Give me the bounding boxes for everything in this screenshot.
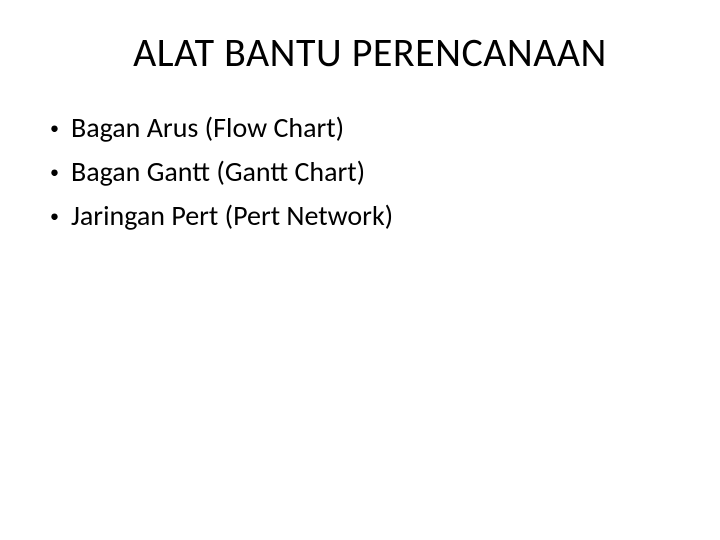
bullet-marker-icon: • (50, 153, 59, 191)
slide-container: ALAT BANTU PERENCANAAN • Bagan Arus (Flo… (0, 0, 720, 540)
bullet-text: Jaringan Pert (Pert Network) (71, 197, 393, 235)
list-item: • Bagan Arus (Flow Chart) (50, 109, 680, 147)
list-item: • Bagan Gantt (Gantt Chart) (50, 153, 680, 191)
list-item: • Jaringan Pert (Pert Network) (50, 197, 680, 235)
slide-title: ALAT BANTU PERENCANAAN (60, 28, 680, 77)
bullet-text: Bagan Arus (Flow Chart) (71, 109, 344, 147)
bullet-list: • Bagan Arus (Flow Chart) • Bagan Gantt … (40, 109, 680, 235)
bullet-text: Bagan Gantt (Gantt Chart) (71, 153, 365, 191)
bullet-marker-icon: • (50, 109, 59, 147)
bullet-marker-icon: • (50, 197, 59, 235)
